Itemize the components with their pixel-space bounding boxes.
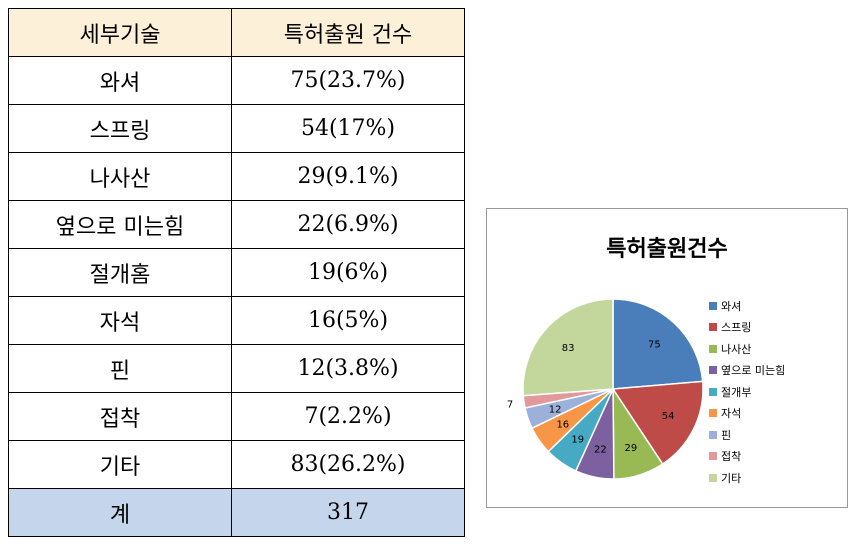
- cell-technology: 접착: [8, 392, 232, 441]
- legend-label: 옆으로 미는힘: [721, 364, 786, 378]
- table-total-row: 계 317: [8, 488, 465, 537]
- cell-count: 16(5%): [231, 296, 465, 345]
- legend-swatch: [709, 323, 717, 332]
- legend-label: 핀: [721, 428, 732, 442]
- legend-item: 기타: [709, 467, 785, 489]
- table-row: 옆으로 미는힘 22(6.9%): [8, 200, 465, 249]
- cell-count: 12(3.8%): [231, 344, 465, 393]
- cell-technology: 나사산: [8, 152, 232, 201]
- legend-swatch: [709, 344, 717, 353]
- legend-swatch: [709, 409, 717, 418]
- data-label: 7: [507, 399, 513, 410]
- cell-count: 75(23.7%): [231, 56, 465, 105]
- legend-label: 접착: [721, 450, 742, 464]
- legend-item: 나사산: [709, 338, 785, 360]
- legend-item: 와셔: [709, 295, 785, 317]
- table-row: 스프링 54(17%): [8, 104, 465, 153]
- legend-item: 자석: [709, 403, 785, 425]
- data-label: 22: [594, 444, 607, 455]
- legend-swatch: [709, 366, 717, 375]
- legend-swatch: [709, 473, 717, 482]
- cell-count: 54(17%): [231, 104, 465, 153]
- cell-count: 특허출원 건수: [231, 8, 465, 57]
- legend-label: 와셔: [721, 299, 742, 313]
- pie-slice: [522, 298, 614, 397]
- cell-technology: 절개홈: [8, 248, 232, 297]
- cell-count: 317: [231, 488, 465, 537]
- cell-technology: 옆으로 미는힘: [8, 200, 232, 249]
- cell-count: 29(9.1%): [231, 152, 465, 201]
- legend-swatch: [709, 387, 717, 396]
- cell-count: 19(6%): [231, 248, 465, 297]
- data-label: 19: [571, 435, 584, 446]
- cell-technology: 와셔: [8, 56, 232, 105]
- cell-technology: 세부기술: [8, 8, 232, 57]
- table-row: 나사산 29(9.1%): [8, 152, 465, 201]
- data-label: 12: [549, 404, 562, 415]
- legend-item: 접착: [709, 446, 785, 468]
- chart-title: 특허출원건수: [606, 237, 728, 262]
- table-row: 기타 83(26.2%): [8, 440, 465, 489]
- data-label: 75: [648, 339, 661, 350]
- cell-count: 7(2.2%): [231, 392, 465, 441]
- legend-label: 나사산: [721, 342, 752, 356]
- table-row: 자석 16(5%): [8, 296, 465, 345]
- cell-technology: 스프링: [8, 104, 232, 153]
- cell-technology: 기타: [8, 440, 232, 489]
- data-label: 83: [562, 343, 575, 354]
- pie-slice: [611, 380, 704, 466]
- legend-swatch: [709, 301, 717, 310]
- data-label: 29: [625, 443, 638, 454]
- patent-count-table: 세부기술 특허출원 건수 와셔 75(23.7%) 스프링 54(17%) 나사산 29(9.…: [8, 8, 465, 537]
- legend-item: 핀: [709, 424, 785, 446]
- legend-label: 스프링: [721, 321, 752, 335]
- legend-item: 스프링: [709, 317, 785, 339]
- table-row: 와셔 75(23.7%): [8, 56, 465, 105]
- legend-swatch: [709, 430, 717, 439]
- cell-technology: 자석: [8, 296, 232, 345]
- table-row: 절개홈 19(6%): [8, 248, 465, 297]
- legend-label: 자석: [721, 407, 742, 421]
- legend-item: 옆으로 미는힘: [709, 360, 785, 382]
- data-label: 16: [556, 420, 569, 431]
- legend-label: 절개부: [721, 385, 752, 399]
- cell-count: 83(26.2%): [231, 440, 465, 489]
- data-label: 54: [662, 411, 675, 422]
- cell-technology: 계: [8, 488, 232, 537]
- legend-swatch: [709, 452, 717, 461]
- pie-slice: [612, 298, 704, 390]
- legend-label: 기타: [721, 471, 742, 485]
- cell-count: 22(6.9%): [231, 200, 465, 249]
- legend-item: 절개부: [709, 381, 785, 403]
- table-row: 핀 12(3.8%): [8, 344, 465, 393]
- cell-technology: 핀: [8, 344, 232, 393]
- table-row: 접착 7(2.2%): [8, 392, 465, 441]
- table-header-row: 세부기술 특허출원 건수: [8, 8, 465, 57]
